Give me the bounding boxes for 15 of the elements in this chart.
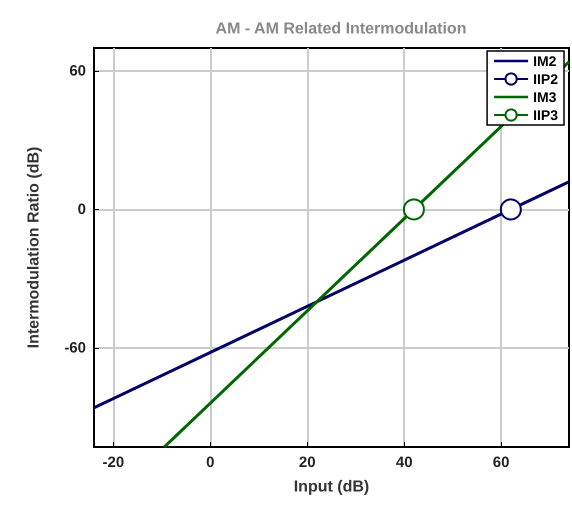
y-tick-label: 0: [78, 200, 86, 218]
x-tick-label: 20: [298, 454, 316, 471]
x-tick-label: 60: [492, 454, 510, 471]
y-tick-label: -60: [64, 339, 86, 356]
x-tick-label: 0: [206, 454, 214, 471]
chart-title: AM - AM Related Intermodulation: [216, 20, 466, 38]
y-tick-label: 60: [69, 62, 86, 80]
legend-label: IM2: [533, 53, 557, 69]
x-tick-label: -20: [102, 454, 124, 471]
legend-label: IIP3: [533, 107, 558, 123]
legend-label: IIP2: [533, 71, 558, 87]
x-axis-title: Input (dB): [294, 478, 370, 496]
y-axis-title: Intermodulation Ratio (dB): [26, 146, 42, 348]
legend-label: IM3: [533, 89, 557, 105]
x-tick-label: 40: [396, 454, 413, 471]
